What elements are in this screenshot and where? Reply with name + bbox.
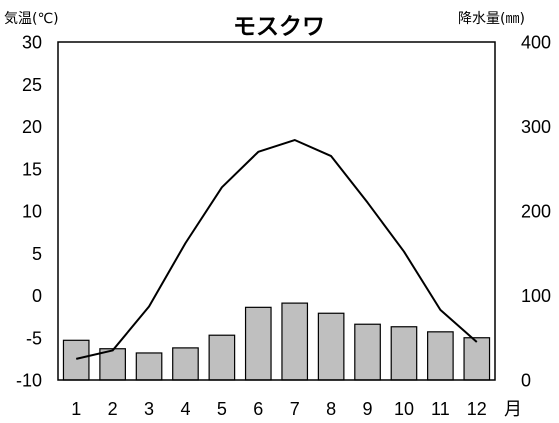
left-axis-title: 気温(℃) — [4, 11, 59, 27]
x-tick-label: 11 — [431, 399, 450, 419]
x-tick-label: 4 — [180, 399, 190, 419]
x-tick-label: 7 — [290, 399, 300, 419]
x-tick-label: 3 — [144, 399, 154, 419]
x-tick-label: 2 — [108, 399, 118, 419]
precipitation-bar-8 — [317, 312, 345, 381]
precipitation-bar-10 — [390, 326, 418, 381]
left-axis: 30 25 20 15 10 5 0 -5 -10 — [16, 33, 42, 391]
y-left-tick-label: 30 — [22, 33, 42, 53]
plot-frame — [57, 41, 496, 381]
y-right-tick-label: 100 — [521, 286, 551, 306]
x-tick-label: 8 — [326, 399, 336, 419]
y-left-tick-label: 0 — [32, 286, 42, 306]
right-axis-title: 降水量(㎜) — [458, 11, 525, 27]
y-right-tick-label: 300 — [521, 117, 551, 137]
temperature-line — [75, 139, 478, 360]
y-right-tick-label: 400 — [521, 33, 551, 53]
precipitation-bar-1 — [62, 339, 90, 381]
x-tick-label: 10 — [394, 399, 414, 419]
y-left-tick-label: 15 — [22, 159, 42, 179]
y-left-tick-label: -10 — [16, 371, 42, 391]
y-left-tick-label: -5 — [26, 328, 42, 348]
x-tick-label: 1 — [71, 399, 81, 419]
precipitation-bar-9 — [354, 323, 381, 381]
x-tick-label: 9 — [363, 399, 373, 419]
chart-title: モスクワ — [233, 14, 325, 40]
x-axis: 1 2 3 4 5 6 7 8 9 10 11 12 — [71, 399, 487, 419]
precipitation-bar-4 — [172, 347, 199, 381]
right-axis: 400 300 200 100 0 — [521, 33, 551, 391]
x-tick-label: 5 — [217, 399, 227, 419]
y-right-tick-label: 0 — [521, 371, 531, 391]
line-layer — [75, 139, 478, 360]
y-right-tick-label: 200 — [521, 202, 551, 222]
precipitation-bar-5 — [208, 334, 236, 381]
precipitation-bar-7 — [281, 302, 309, 381]
x-tick-label: 12 — [467, 399, 487, 419]
x-tick-label: 6 — [253, 399, 263, 419]
precipitation-bar-11 — [427, 331, 454, 381]
y-left-tick-label: 25 — [22, 75, 42, 95]
y-left-tick-label: 20 — [22, 117, 42, 137]
y-left-tick-label: 10 — [22, 202, 42, 222]
precipitation-bar-3 — [135, 352, 163, 381]
y-left-tick-label: 5 — [32, 244, 42, 264]
x-axis-unit-label: 月 — [504, 399, 522, 419]
bars-layer — [62, 302, 491, 381]
precipitation-bar-12 — [463, 337, 491, 381]
precipitation-bar-6 — [244, 306, 272, 381]
